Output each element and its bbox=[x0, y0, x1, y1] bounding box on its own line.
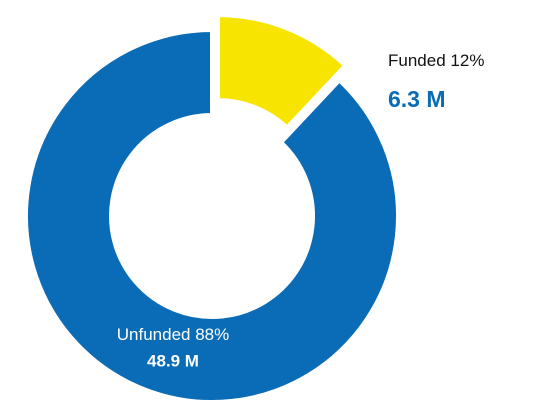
funded-amount: 6.3 M bbox=[388, 86, 446, 112]
percent: 88% bbox=[195, 325, 229, 344]
category: Funded bbox=[388, 51, 446, 70]
unfunded-label: Unfunded 88% bbox=[117, 325, 230, 344]
slices bbox=[24, 13, 400, 401]
funded-label: Funded 12% bbox=[388, 51, 484, 70]
percent: 12% bbox=[450, 51, 484, 70]
unfunded-amount: 48.9 M bbox=[147, 351, 199, 370]
slice bbox=[24, 27, 400, 401]
slice bbox=[215, 13, 349, 131]
category: Unfunded bbox=[117, 325, 191, 344]
